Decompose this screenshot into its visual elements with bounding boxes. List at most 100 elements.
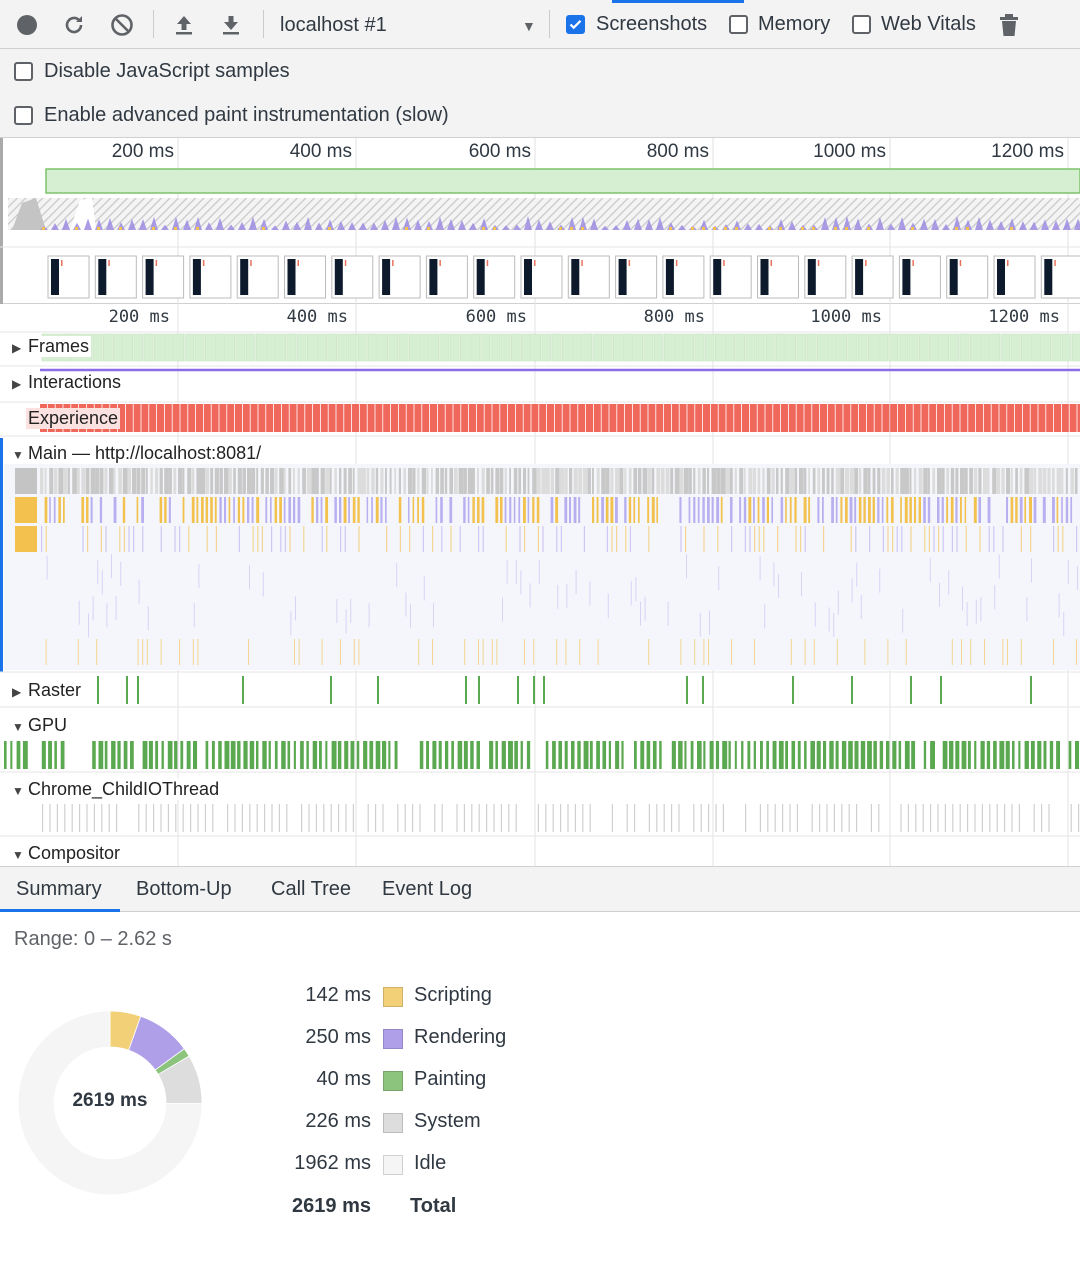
tab-event-log[interactable]: Event Log (382, 878, 473, 900)
main-subtask-block (1030, 526, 1032, 552)
raster-task (137, 676, 139, 704)
cpu-scripting-mark (262, 227, 265, 230)
tab-call-tree[interactable]: Call Tree (271, 878, 352, 900)
track-interactions[interactable]: ▶ Interactions (10, 372, 124, 393)
load-profile-button[interactable] (168, 9, 200, 41)
disable-js-samples-checkbox[interactable] (14, 62, 33, 81)
track-experience[interactable]: Experience (26, 408, 121, 429)
raster-task (792, 676, 794, 704)
toolbar: localhost #1 ▼ Screenshots Memory Web Vi… (0, 0, 1080, 49)
gpu-task (816, 741, 821, 769)
main-subtask-block (987, 497, 991, 523)
collapse-arrow-icon: ▼ (12, 848, 24, 862)
main-subtask-block (523, 497, 526, 523)
io-task (1070, 804, 1072, 832)
cpu-activity-peak (601, 225, 609, 230)
flame-chart-canvas[interactable] (0, 304, 1080, 866)
io-task (715, 804, 717, 832)
tab-summary[interactable]: Summary (0, 867, 120, 912)
tab-bottom-up[interactable]: Bottom-Up (136, 878, 232, 900)
layout-shift-block (242, 404, 250, 432)
main-subtask-block (99, 497, 103, 523)
reload-record-button[interactable] (58, 9, 90, 41)
main-task-block (463, 468, 467, 494)
main-deep-call (709, 610, 710, 635)
main-deep-call (1067, 559, 1069, 584)
io-task (967, 804, 969, 832)
gpu-task (337, 741, 342, 769)
main-subtask-block (527, 497, 530, 523)
web-vitals-checkbox[interactable] (852, 15, 871, 34)
flame-chart[interactable]: 200 ms 400 ms 600 ms 800 ms 1000 ms 1200 ms ▶… (0, 304, 1080, 866)
memory-checkbox[interactable] (729, 15, 748, 34)
cpu-activity-peak (1063, 218, 1071, 230)
web-vitals-label[interactable]: Web Vitals (881, 13, 976, 35)
io-task (974, 804, 976, 832)
main-subtask-block (128, 526, 130, 552)
track-frames[interactable]: ▶ Frames (10, 336, 92, 357)
main-task-block (785, 468, 790, 494)
save-profile-button[interactable] (215, 9, 247, 41)
frame-block (92, 333, 103, 362)
expand-arrow-icon: ▶ (12, 685, 22, 699)
io-task (478, 804, 480, 832)
main-deep-call (88, 613, 89, 638)
main-task-block (44, 468, 47, 494)
layout-shift-block (414, 404, 422, 432)
main-task-block (260, 468, 264, 494)
track-raster[interactable]: ▶ Raster (10, 680, 84, 701)
main-subtask-block (789, 497, 792, 523)
main-deep-call (764, 604, 766, 629)
layout-shift-block (492, 404, 500, 432)
layout-shift-block (359, 404, 367, 432)
main-deep-call (718, 566, 720, 591)
frame-block (888, 333, 899, 362)
layout-shift-block (515, 404, 523, 432)
main-subtask-block (297, 497, 301, 523)
main-subtask-block (1024, 497, 1027, 523)
memory-label[interactable]: Memory (758, 13, 831, 35)
layout-shift-block (1069, 404, 1077, 432)
main-subtask-block (524, 526, 526, 552)
collect-garbage-button[interactable] (993, 9, 1025, 41)
cpu-activity-peak (634, 218, 642, 230)
screenshot-thumbnail-sidebar (760, 259, 769, 295)
main-subtask-block (887, 526, 889, 552)
frame-block (980, 333, 990, 362)
raster-task (851, 676, 853, 704)
record-button[interactable] (11, 9, 43, 41)
screenshot-thumbnail-mark (959, 260, 962, 266)
gpu-task (369, 741, 374, 769)
layout-shift-block (118, 404, 125, 432)
layout-shift-block (274, 404, 281, 432)
screenshots-checkbox[interactable] (566, 15, 585, 34)
track-gpu[interactable]: ▼ GPU (10, 715, 70, 736)
main-deep-call (773, 562, 775, 587)
cpu-scripting-mark (768, 227, 771, 230)
timeline-overview[interactable]: 200 ms 400 ms 600 ms 800 ms 1000 ms 1200 ms (0, 138, 1080, 304)
track-compositor[interactable]: ▼ Compositor (10, 843, 123, 864)
track-io-thread[interactable]: ▼ Chrome_ChildIOThread (10, 779, 222, 800)
raster-task (478, 676, 480, 704)
advanced-paint-label[interactable]: Enable advanced paint instrumentation (s… (44, 104, 449, 126)
io-task (93, 804, 95, 832)
advanced-paint-checkbox[interactable] (14, 106, 33, 125)
main-task-block (141, 468, 146, 494)
main-subtask-block (904, 497, 908, 523)
layout-shift-block (1022, 404, 1030, 432)
clear-button[interactable] (106, 9, 138, 41)
overview-canvas[interactable] (0, 138, 1080, 304)
frame-block (857, 333, 868, 362)
io-task (500, 804, 502, 832)
track-main[interactable]: ▼ Main — http://localhost:8081/ (10, 443, 264, 464)
main-task-block (408, 468, 413, 494)
main-deep-call (648, 639, 650, 665)
gpu-task (363, 741, 368, 769)
target-select[interactable]: localhost #1 ▼ (270, 9, 542, 41)
disable-js-samples-label[interactable]: Disable JavaScript samples (44, 60, 290, 82)
main-subtask-block (850, 526, 852, 552)
layout-shift-block (843, 404, 851, 432)
main-subtask-block (616, 526, 618, 552)
screenshots-label[interactable]: Screenshots (596, 13, 708, 35)
cpu-activity-peak (359, 222, 367, 230)
